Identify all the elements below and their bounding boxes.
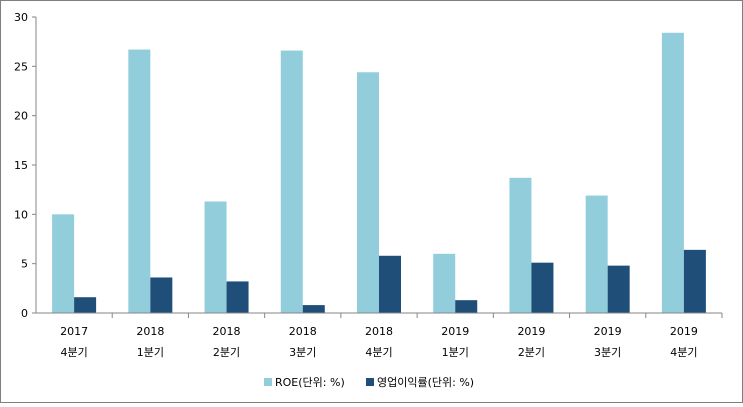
x-category-year: 2018: [136, 325, 164, 338]
legend-swatch-operating-margin: [366, 378, 374, 386]
y-axis-ticks: 0 5 10 15 20 25 30: [14, 11, 36, 320]
x-category-quarter: 1분기: [442, 346, 469, 359]
operating-margin-bar: [531, 262, 554, 313]
operating-margin-bar: [683, 249, 706, 313]
roe-bar: [52, 214, 75, 313]
x-category-quarter: 2분기: [213, 346, 240, 359]
roe-bar: [661, 32, 684, 313]
x-category-year: 2019: [517, 325, 545, 338]
legend-swatch-roe: [264, 378, 272, 386]
roe-bar: [357, 72, 379, 314]
y-tick-label: 15: [14, 159, 28, 172]
y-tick-label: 10: [14, 208, 28, 221]
x-category-year: 2018: [365, 325, 393, 338]
roe-bar: [509, 177, 532, 313]
roe-bar: [280, 50, 303, 314]
y-tick-label: 0: [21, 307, 28, 320]
operating-margin-bar: [379, 255, 401, 313]
x-category-quarter: 3분기: [594, 346, 621, 359]
x-category-year: 2018: [289, 325, 317, 338]
roe-bar: [128, 49, 151, 314]
roe-bar: [585, 195, 608, 313]
x-category-year: 2018: [213, 325, 241, 338]
x-category-year: 2019: [594, 325, 622, 338]
legend-label-operating-margin: 영업이익률(단위: %): [377, 376, 474, 389]
operating-margin-bar: [302, 305, 325, 313]
operating-margin-bar: [74, 297, 97, 313]
roe-bar: [204, 201, 227, 313]
legend-label-roe: ROE(단위: %): [275, 376, 345, 389]
operating-margin-bar: [455, 300, 478, 313]
x-category-quarter: 1분기: [137, 346, 164, 359]
bars: [52, 32, 706, 314]
axes: [32, 17, 723, 318]
legend: ROE(단위: %) 영업이익률(단위: %): [264, 376, 474, 389]
y-tick-label: 30: [14, 11, 28, 24]
x-category-quarter: 3분기: [289, 346, 316, 359]
y-tick-label: 25: [14, 60, 28, 73]
operating-margin-bar: [226, 281, 249, 313]
operating-margin-bar: [150, 277, 173, 313]
y-tick-label: 5: [21, 258, 28, 271]
operating-margin-bar: [607, 265, 630, 313]
x-category-year: 2019: [670, 325, 698, 338]
x-category-year: 2019: [441, 325, 469, 338]
roe-bar: [433, 253, 456, 313]
x-category-year: 2017: [60, 325, 88, 338]
x-category-quarter: 2분기: [518, 346, 545, 359]
x-axis-labels: 2017 4분기 2018 1분기 2018 2분기 2018 3분기 2018 4분기 2019 1…: [60, 325, 698, 359]
x-category-quarter: 4분기: [60, 346, 87, 359]
y-tick-label: 20: [14, 110, 28, 123]
x-category-quarter: 4분기: [670, 346, 697, 359]
x-category-quarter: 4분기: [365, 346, 392, 359]
